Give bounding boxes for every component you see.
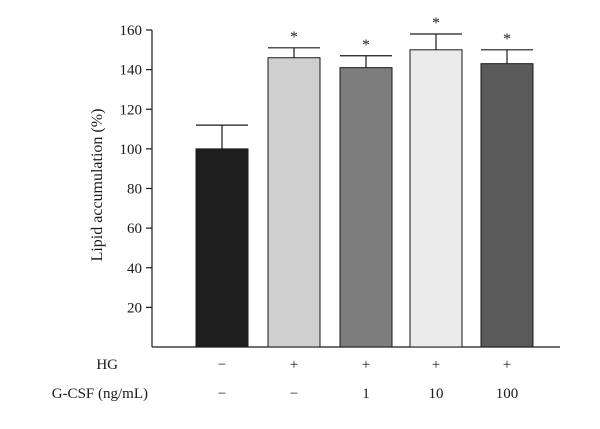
significance-mark: * bbox=[432, 15, 440, 32]
condition-cell: − bbox=[218, 357, 226, 373]
y-axis-title: Lipid accumulation (%) bbox=[89, 109, 106, 262]
y-tick-label: 120 bbox=[120, 102, 143, 118]
significance-mark: * bbox=[290, 29, 298, 46]
significance-mark: * bbox=[503, 31, 511, 48]
condition-cell: 100 bbox=[496, 386, 519, 402]
condition-cell: + bbox=[290, 357, 298, 373]
y-tick-label: 100 bbox=[120, 142, 143, 158]
y-tick-label: 80 bbox=[127, 182, 142, 198]
condition-cell: − bbox=[290, 386, 298, 402]
condition-cell: + bbox=[432, 357, 440, 373]
y-tick-label: 20 bbox=[127, 300, 142, 316]
bars: * * * * bbox=[195, 15, 534, 348]
bar bbox=[409, 49, 463, 348]
condition-row-label: HG bbox=[96, 357, 118, 373]
bar bbox=[339, 67, 393, 348]
bar bbox=[267, 57, 321, 348]
condition-cell: − bbox=[218, 386, 226, 402]
y-tick-label: 60 bbox=[127, 221, 142, 237]
condition-cell: + bbox=[503, 357, 511, 373]
y-tick-label: 140 bbox=[120, 63, 143, 79]
condition-row-label: G-CSF (ng/mL) bbox=[52, 386, 148, 402]
bar bbox=[195, 148, 249, 348]
significance-mark: * bbox=[362, 37, 370, 54]
condition-cell: 1 bbox=[362, 386, 370, 402]
condition-cell: 10 bbox=[429, 386, 444, 402]
condition-cell: + bbox=[362, 357, 370, 373]
condition-table: HG − + + + + G-CSF (ng/mL) − − 1 10 100 bbox=[52, 357, 519, 402]
y-tick-label: 160 bbox=[120, 23, 143, 39]
y-tick-label: 40 bbox=[127, 261, 142, 277]
bar bbox=[480, 63, 534, 348]
